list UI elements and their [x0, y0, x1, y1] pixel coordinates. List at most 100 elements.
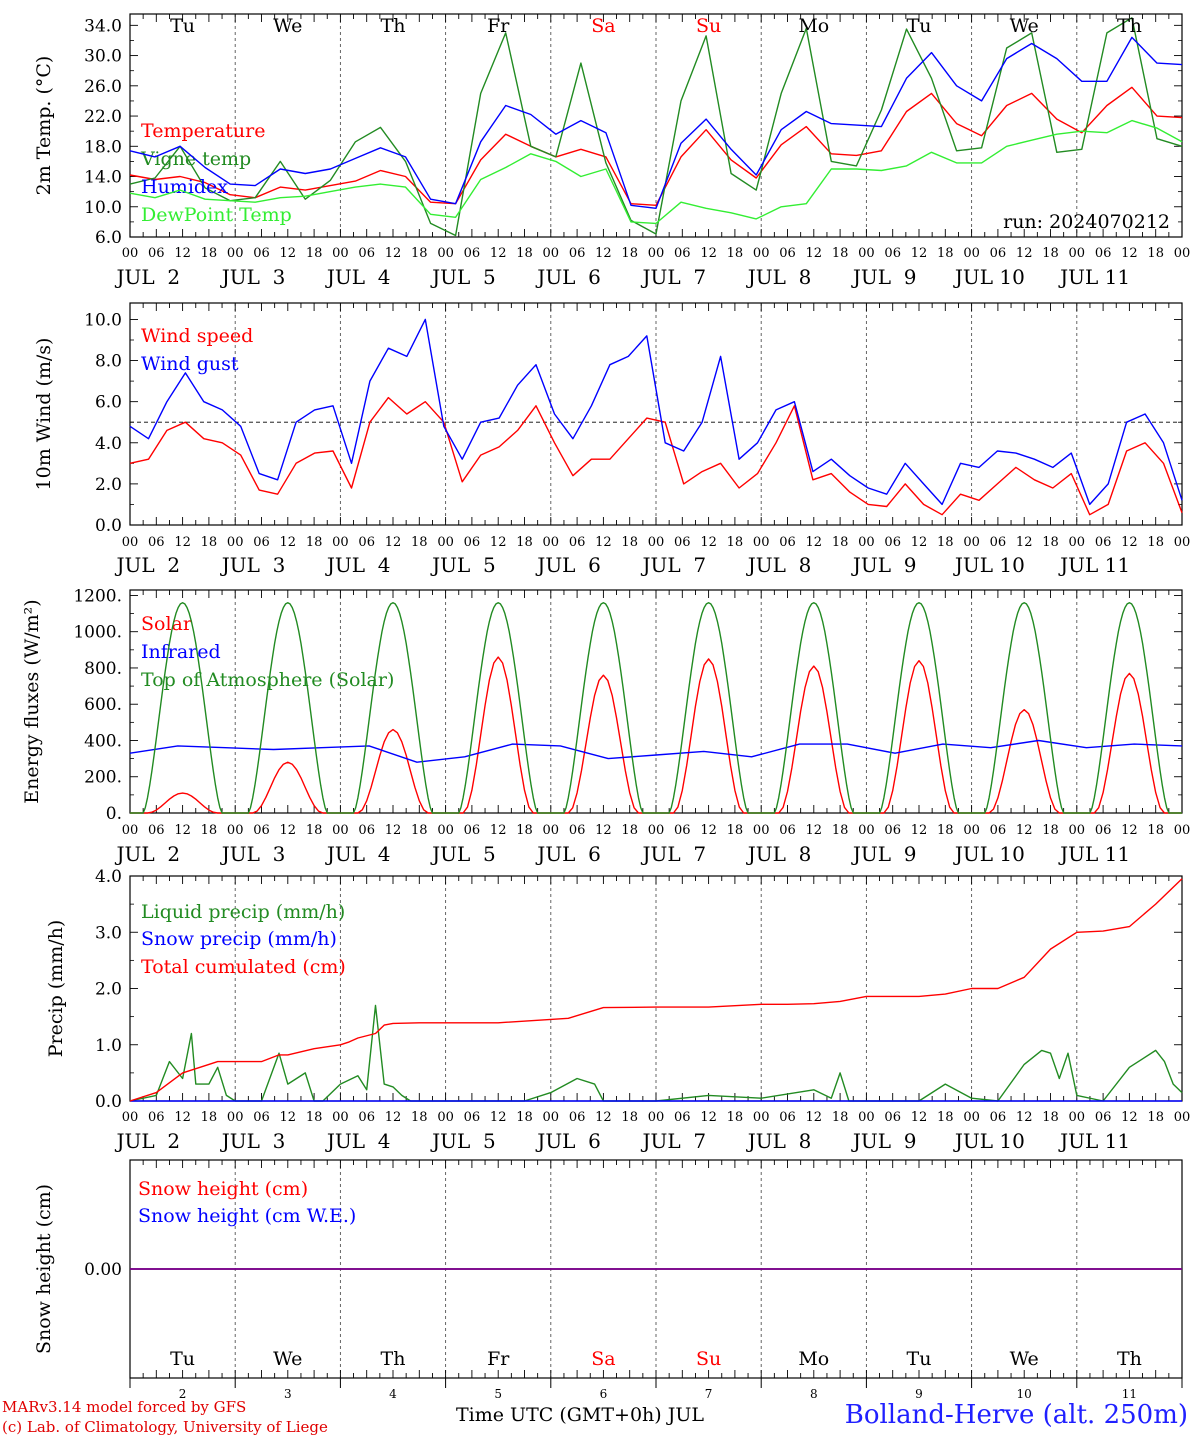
hour-tick-label: 06 — [358, 246, 375, 261]
day-number-label: 10 — [1017, 1387, 1032, 1401]
hour-tick-label: 12 — [174, 246, 191, 261]
series-line-infrared — [129, 739, 1183, 763]
date-label: JUL 7 — [641, 265, 707, 289]
hour-tick-label: 12 — [385, 823, 402, 838]
hour-tick-label: 18 — [201, 535, 218, 550]
weekday-label: We — [273, 15, 302, 37]
hour-tick-label: 18 — [727, 535, 744, 550]
hour-tick-label: 12 — [1121, 1110, 1138, 1125]
hour-tick-label: 00 — [648, 823, 665, 838]
hour-tick-label: 00 — [332, 823, 349, 838]
hour-tick-label: 12 — [806, 823, 823, 838]
y-tick-label: 0.0 — [95, 1092, 122, 1112]
hour-tick-label: 12 — [1016, 246, 1033, 261]
hour-tick-label: 00 — [543, 823, 560, 838]
hour-tick-label: 12 — [490, 823, 507, 838]
hour-tick-label: 06 — [990, 246, 1007, 261]
y-tick-label: 400. — [84, 731, 122, 751]
weekday-label: Tu — [907, 15, 932, 37]
hour-tick-label: 00 — [332, 535, 349, 550]
hour-tick-label: 00 — [858, 1110, 875, 1125]
hour-tick-label: 12 — [385, 1110, 402, 1125]
hour-tick-label: 18 — [201, 823, 218, 838]
hour-tick-label: 12 — [280, 823, 297, 838]
hour-tick-label: 18 — [832, 246, 849, 261]
panel-3: 0. 200. 400. 600. 800. 1000. 1200. Energy fluxe… — [21, 586, 1190, 866]
hour-tick-label: 00 — [1069, 535, 1086, 550]
y-axis-label: Energy fluxes (W/m²) — [21, 599, 43, 803]
weekday-label: Fr — [487, 1348, 510, 1370]
date-label: JUL 6 — [535, 842, 601, 866]
date-label: JUL 3 — [220, 842, 286, 866]
hour-tick-label: 00 — [1174, 535, 1191, 550]
y-tick-label: 14.0 — [84, 168, 122, 188]
series-line-wind-speed — [129, 396, 1183, 516]
hour-tick-label: 06 — [674, 1110, 691, 1125]
day-number-label: 9 — [915, 1387, 923, 1401]
hour-tick-label: 12 — [385, 246, 402, 261]
series-line-dewpoint-temp — [129, 119, 1183, 225]
hour-tick-label: 00 — [1069, 246, 1086, 261]
hour-tick-label: 12 — [911, 246, 928, 261]
hour-tick-label: 12 — [280, 1110, 297, 1125]
y-tick-label: 4.0 — [95, 434, 122, 454]
hour-tick-label: 12 — [174, 1110, 191, 1125]
legend-entry: Snow height (cm) — [138, 1178, 308, 1200]
weekday-label: Fr — [487, 15, 510, 37]
hour-tick-label: 00 — [963, 823, 980, 838]
date-label: JUL 2 — [115, 1129, 181, 1153]
date-label: JUL 4 — [325, 842, 391, 866]
weekday-label: Th — [381, 15, 406, 37]
hour-tick-label: 18 — [411, 246, 428, 261]
date-label: JUL 4 — [325, 265, 391, 289]
hour-tick-label: 06 — [779, 535, 796, 550]
hour-tick-label: 00 — [437, 535, 454, 550]
hour-tick-label: 12 — [490, 1110, 507, 1125]
hour-tick-label: 00 — [122, 535, 139, 550]
hour-tick-label: 12 — [174, 823, 191, 838]
hour-tick-label: 06 — [569, 246, 586, 261]
date-label: JUL 8 — [746, 842, 812, 866]
date-label: JUL 4 — [325, 1129, 391, 1153]
hour-tick-label: 12 — [1121, 246, 1138, 261]
date-label: JUL 7 — [641, 1129, 707, 1153]
hour-tick-label: 12 — [595, 823, 612, 838]
hour-tick-label: 00 — [1069, 823, 1086, 838]
date-label: JUL 9 — [851, 1129, 917, 1153]
hour-tick-label: 12 — [385, 535, 402, 550]
y-tick-label: 0. — [106, 804, 122, 824]
hour-tick-label: 18 — [411, 535, 428, 550]
time-axis-label: Time UTC (GMT+0h) JUL — [456, 1404, 704, 1426]
hour-tick-label: 18 — [832, 535, 849, 550]
hour-tick-label: 06 — [569, 535, 586, 550]
date-label: JUL 10 — [953, 842, 1025, 866]
y-tick-label: 34.0 — [84, 16, 122, 36]
hour-tick-label: 18 — [306, 535, 323, 550]
hour-tick-label: 18 — [1042, 246, 1059, 261]
y-tick-label: 0.0 — [95, 516, 122, 536]
date-label: JUL 6 — [535, 265, 601, 289]
hour-tick-label: 06 — [358, 1110, 375, 1125]
run-label: run: 2024070212 — [1003, 211, 1170, 233]
date-label: JUL 6 — [535, 1129, 601, 1153]
legend-entry: Liquid precip (mm/h) — [141, 901, 345, 923]
hour-tick-label: 06 — [253, 246, 270, 261]
hour-tick-label: 06 — [990, 1110, 1007, 1125]
hour-tick-label: 18 — [1147, 246, 1164, 261]
hour-tick-label: 06 — [148, 535, 165, 550]
y-axis-label: 2m Temp. (°C) — [33, 56, 55, 196]
weekday-label: Sa — [591, 1348, 615, 1370]
weekday-label: Th — [1117, 15, 1142, 37]
hour-tick-label: 18 — [621, 1110, 638, 1125]
legend-entry: DewPoint Temp — [141, 204, 292, 226]
hour-tick-label: 00 — [1174, 1110, 1191, 1125]
hour-tick-label: 06 — [990, 823, 1007, 838]
date-label: JUL 8 — [746, 553, 812, 577]
hour-tick-label: 06 — [1095, 1110, 1112, 1125]
hour-tick-label: 00 — [963, 246, 980, 261]
hour-tick-label: 18 — [621, 535, 638, 550]
hour-tick-label: 00 — [122, 823, 139, 838]
y-tick-label: 10.0 — [84, 198, 122, 218]
date-label: JUL 2 — [115, 553, 181, 577]
y-tick-label: 200. — [84, 768, 122, 788]
